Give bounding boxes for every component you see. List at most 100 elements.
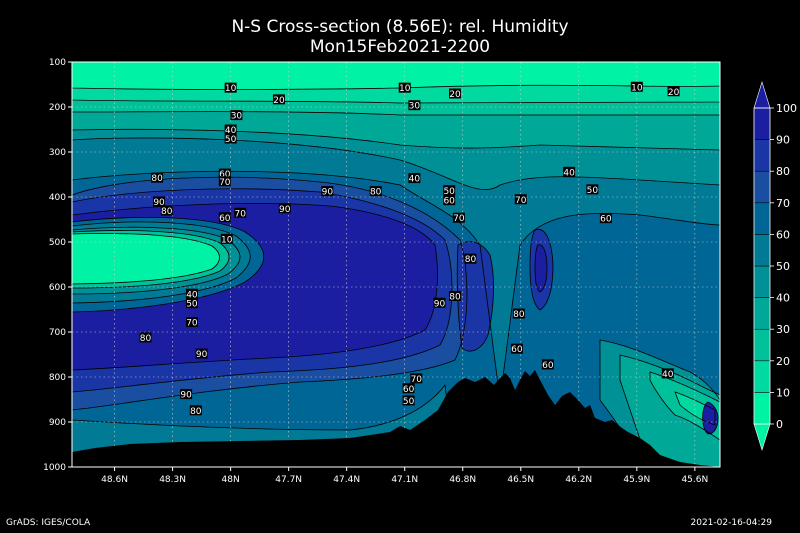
x-tick-label: 48N [222, 475, 240, 485]
contour-label-text: 10 [221, 235, 233, 245]
contour-label: 70 [185, 317, 198, 329]
terrain-silhouette [72, 370, 720, 467]
contour-label-text: 80 [370, 188, 382, 198]
colorbar-top-arrow [753, 80, 771, 109]
contour-label-bg [195, 348, 208, 359]
contour-label: 10 [220, 233, 233, 245]
contour-label-bg [452, 212, 465, 223]
contour-label-bg [464, 253, 477, 264]
y-tick-label: 100 [49, 58, 66, 68]
contour-label-text: 90 [180, 391, 192, 401]
contour-line [72, 188, 453, 393]
contour-label-text: 50 [225, 135, 237, 145]
contour-label-text: 40 [409, 175, 421, 185]
contour-label: 10 [630, 81, 643, 93]
contour-label-bg [185, 317, 198, 328]
contour-label-bg [667, 86, 680, 97]
contour-line [72, 203, 438, 371]
y-tick-label: 700 [49, 328, 66, 338]
contour-label-text: 80 [140, 334, 152, 344]
contour-label: 70 [218, 176, 231, 188]
contour-label: 40 [224, 124, 237, 136]
contour-label-text: 30 [231, 112, 243, 122]
plot-frame [71, 61, 721, 468]
contour-label-text: 60 [219, 214, 231, 224]
colorbar-label: 50 [776, 260, 790, 273]
contour-label-bg [224, 133, 237, 144]
contour-label-bg [563, 166, 576, 177]
contour-label-text: 70 [219, 178, 231, 188]
colorbar-label: 40 [776, 292, 790, 305]
contour-label: 80 [464, 253, 477, 265]
contour-label: 50 [443, 185, 456, 197]
contour-label: 20 [272, 94, 285, 106]
contour-label: 60 [218, 212, 231, 224]
contour-label: 40 [563, 166, 576, 178]
contour-line [72, 62, 720, 190]
contour-line [72, 230, 230, 289]
contour-label-bg [599, 213, 612, 224]
contour-line [619, 354, 720, 467]
contour-label-bg [160, 205, 173, 216]
y-tick-label: 300 [49, 148, 66, 158]
contour-label-bg [369, 186, 382, 197]
contour-label-text: 40 [563, 168, 575, 178]
contour-label: 50 [224, 133, 237, 145]
x-tick-label: 45.9N [623, 475, 650, 485]
colorbar-segment [753, 107, 771, 140]
contour-label-bg [234, 207, 247, 218]
contour-label-bg [139, 332, 152, 343]
contour-line [534, 244, 548, 293]
contour-label: 70 [234, 207, 247, 219]
contour-label-bg [153, 196, 166, 207]
contour-label: 80 [369, 186, 382, 198]
chart-subtitle: Mon15Feb2021-2200 [309, 37, 491, 57]
contour-label: 30 [230, 110, 243, 122]
contour-label-bg [224, 124, 237, 135]
contour-label-text: 80 [151, 174, 163, 184]
contour-label-text: 60 [219, 170, 231, 180]
contour-label-bg [272, 94, 285, 105]
contour-line [72, 226, 241, 295]
contour-label: 20 [667, 86, 680, 98]
colorbar-segment [753, 234, 771, 267]
colorbar-segment [753, 202, 771, 235]
contour-label-text: 40 [225, 126, 237, 136]
contour-label-text: 10 [399, 84, 411, 94]
x-tick-label: 47.1N [391, 475, 418, 485]
x-tick-label: 48.6N [101, 475, 128, 485]
colorbar-label: 10 [776, 386, 790, 399]
humidity-band-0-10 [72, 233, 220, 284]
contour-label-text: 50 [403, 397, 415, 407]
contour-label-bg [398, 82, 411, 93]
contour-label: 10 [224, 82, 237, 94]
y-tick-label: 1000 [43, 463, 66, 473]
contour-label-text: 20 [449, 90, 461, 100]
contour-label-text: 90 [322, 188, 334, 198]
contour-label-bg [218, 176, 231, 187]
y-tick-label: 900 [49, 418, 66, 428]
contour-label-bg [278, 203, 291, 214]
contour-label-text: 20 [273, 96, 285, 106]
x-tick-label: 46.2N [565, 475, 592, 485]
contour-label-text: 30 [409, 102, 421, 112]
colorbar-segment [753, 328, 771, 362]
contour-label-bg [220, 233, 233, 244]
contour-label: 70 [452, 212, 465, 224]
y-tick-label: 400 [49, 193, 66, 203]
contour-label-text: 40 [186, 290, 198, 300]
contour-label-text: 50 [186, 300, 198, 310]
contour-label: 30 [408, 100, 421, 112]
contour-label-bg [541, 359, 554, 370]
y-tick-label: 800 [49, 373, 66, 383]
contour-label-bg [630, 81, 643, 92]
contour-label-text: 80 [465, 255, 477, 265]
contour-label-text: 60 [542, 361, 554, 371]
contour-label-bg [514, 194, 527, 205]
contour-label-bg [151, 172, 164, 183]
contour-label-bg [510, 343, 523, 354]
colorbar-segment [753, 170, 771, 204]
contour-label: 80 [151, 172, 164, 184]
contour-label-bg [448, 88, 461, 99]
contour-label-text: 20 [668, 88, 680, 98]
